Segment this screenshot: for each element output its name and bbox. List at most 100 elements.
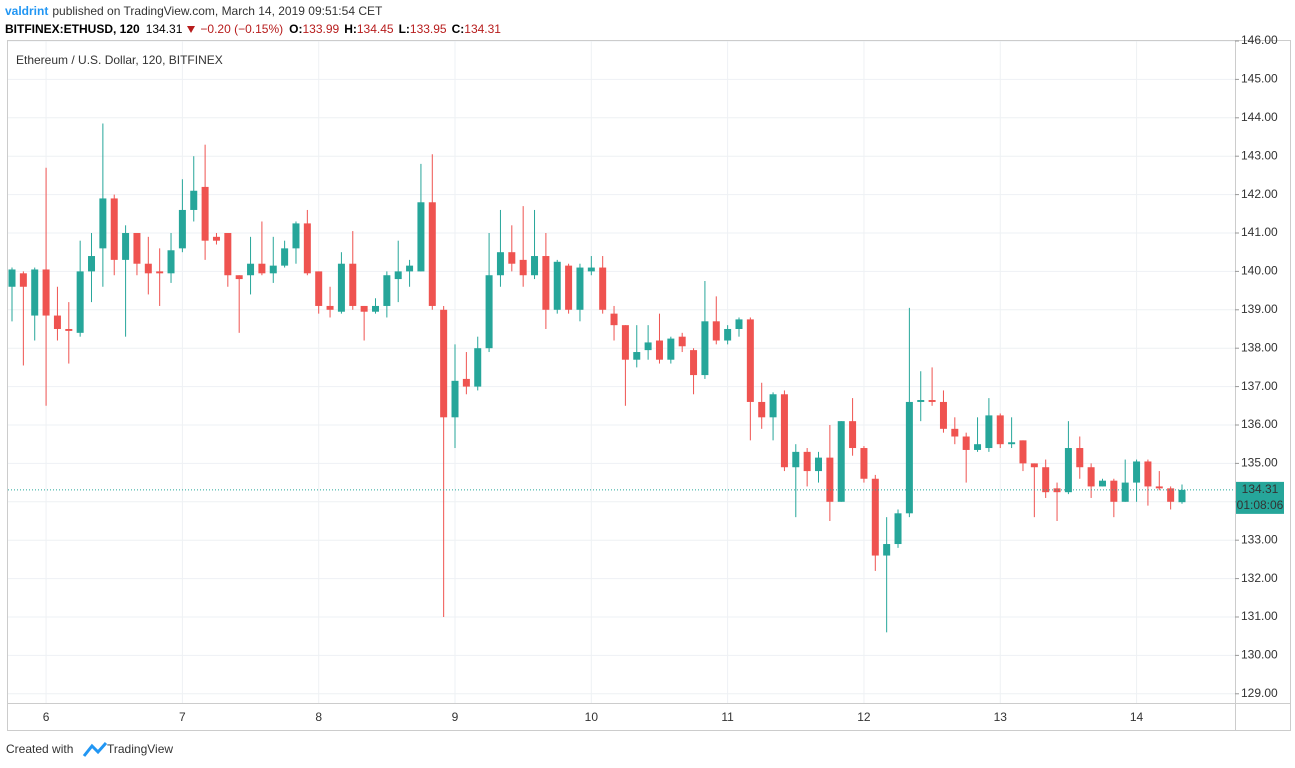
candle-body (1178, 489, 1186, 503)
candle-body (792, 451, 800, 468)
published: published on TradingView.com, March 14, … (52, 4, 383, 18)
candle-body (542, 256, 550, 310)
candle-body (587, 267, 595, 272)
candle-body (167, 250, 175, 274)
candle-body (599, 267, 607, 310)
price-label-box (1236, 481, 1284, 514)
candle-body (928, 400, 936, 402)
candle-body (1110, 480, 1118, 502)
ohlc-label: O: (289, 22, 302, 36)
candle-body (678, 336, 686, 347)
candle-body (258, 263, 266, 274)
candle-body (281, 248, 289, 266)
ohlc-label: C: (452, 22, 465, 36)
y-tick-label: 142.00 (1241, 187, 1278, 201)
last-price: 134.31 (146, 22, 183, 36)
ohlc-label: L: (399, 22, 410, 36)
candle-body (1167, 488, 1175, 502)
ohlc-value: 133.95 (410, 22, 447, 36)
ohlc-value: 133.99 (302, 22, 339, 36)
candle-body (905, 401, 913, 514)
candle-body (1155, 486, 1163, 489)
candle-body (110, 198, 118, 260)
candle-body (1087, 467, 1095, 487)
countdown-label: 01:08:06 (1237, 498, 1284, 512)
candle-body (553, 261, 561, 310)
candle-body (996, 415, 1004, 445)
candle-body (780, 394, 788, 468)
y-tick-label: 137.00 (1241, 379, 1278, 393)
symbol-line: BITFINEX:ETHUSD, 120 134.31 −0.20 (−0.15%)… (5, 22, 501, 36)
candle-body (633, 352, 641, 360)
candle-body (1042, 467, 1050, 493)
candle-body (156, 271, 164, 274)
candle-body (565, 265, 573, 310)
candle-body (1008, 442, 1016, 445)
candle-body (190, 190, 198, 210)
candle-body (383, 275, 391, 306)
y-tick-label: 141.00 (1241, 225, 1278, 239)
y-tick-label: 144.00 (1241, 110, 1278, 124)
candle-body (1030, 463, 1038, 468)
candle-body (871, 478, 879, 556)
candle-body (644, 342, 652, 351)
candle-body (337, 263, 345, 312)
candle-body (349, 263, 357, 306)
candle-body (1064, 448, 1072, 493)
ohlc-value: 134.45 (357, 22, 394, 36)
candle-body (201, 186, 209, 241)
candle-body (315, 271, 323, 306)
candle-body (951, 428, 959, 437)
candle-body (133, 232, 141, 264)
candle-body (496, 252, 504, 276)
candle-body (269, 265, 277, 274)
candle-body (621, 325, 629, 360)
candle-body (406, 265, 414, 272)
candle-body (939, 401, 947, 429)
candle-body (508, 252, 516, 264)
candle-body (76, 271, 84, 333)
x-tick-label: 10 (585, 710, 599, 724)
grid (8, 40, 1235, 703)
change: −0.20 (−0.15%) (200, 22, 283, 36)
x-tick-label: 12 (857, 710, 871, 724)
candle-body (65, 328, 73, 331)
candle-body (394, 271, 402, 280)
candle-body (962, 436, 970, 450)
ohlc-label: H: (344, 22, 357, 36)
candle-body (519, 259, 527, 276)
candle-body (712, 321, 720, 341)
candle-body (815, 457, 823, 472)
y-tick-label: 138.00 (1241, 340, 1278, 354)
candle-body (531, 256, 539, 276)
symbol: BITFINEX:ETHUSD, 120 (5, 22, 140, 36)
x-tick-label: 11 (721, 710, 734, 724)
candle-body (576, 267, 584, 310)
x-tick-label: 13 (994, 710, 1008, 724)
candle-body (360, 305, 368, 312)
candle-body (690, 350, 698, 376)
candle-body (178, 209, 186, 249)
candle-body (485, 275, 493, 349)
y-tick-label: 136.00 (1241, 417, 1278, 431)
candle-body (894, 513, 902, 545)
x-tick-label: 8 (315, 710, 322, 724)
candle-body (985, 415, 993, 449)
footer-brand: TradingView (107, 742, 173, 756)
y-tick-label: 129.00 (1241, 686, 1278, 700)
logo-icon (82, 742, 108, 757)
candle-body (883, 544, 891, 556)
candle-body (667, 338, 675, 360)
candle-body (212, 236, 220, 241)
candle-body (42, 269, 50, 316)
candle-body (19, 273, 27, 287)
x-tick-label: 9 (452, 710, 459, 724)
price-label: 134.31 (1242, 482, 1279, 496)
candle-body (724, 328, 732, 341)
candle-body (735, 319, 743, 329)
candle-body (326, 305, 334, 310)
down-arrow-icon (187, 26, 195, 33)
candle-body (99, 198, 107, 249)
x-tick-label: 14 (1130, 710, 1144, 724)
candle-body (655, 340, 663, 360)
